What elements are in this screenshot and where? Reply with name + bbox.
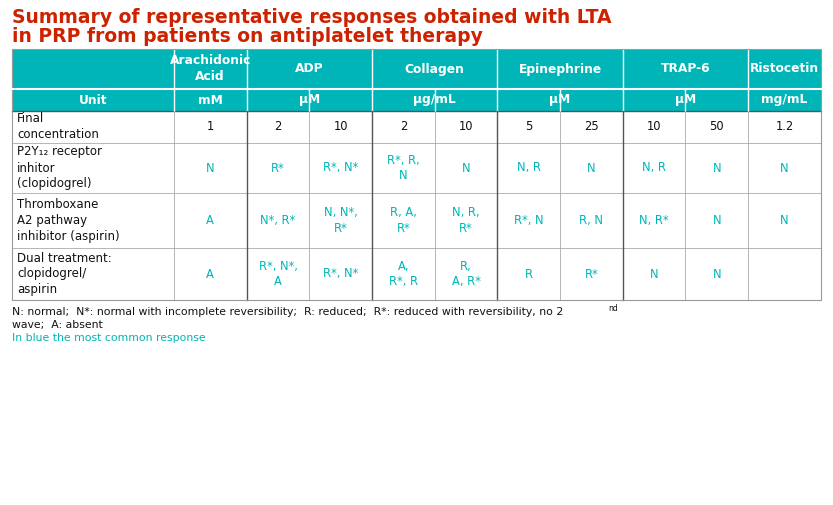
Text: 2: 2 <box>400 121 407 133</box>
Text: ADP: ADP <box>295 63 323 76</box>
Text: N: normal;  N*: normal with incomplete reversibility;  R: reduced;  R*: reduced : N: normal; N*: normal with incomplete re… <box>12 307 563 317</box>
Bar <box>12 143 821 193</box>
Text: 25: 25 <box>584 121 599 133</box>
Text: TRAP-6: TRAP-6 <box>661 63 711 76</box>
Bar <box>12 193 821 248</box>
Text: mM: mM <box>197 93 222 107</box>
Text: 1: 1 <box>207 121 214 133</box>
Text: 1.2: 1.2 <box>776 121 794 133</box>
Text: N: N <box>781 214 789 227</box>
Text: A,
R*, R: A, R*, R <box>389 260 418 288</box>
Text: N, N*,
R*: N, N*, R* <box>324 206 357 235</box>
Text: N: N <box>650 268 658 280</box>
Text: N, R: N, R <box>516 162 541 175</box>
Text: N: N <box>712 268 721 280</box>
Text: A: A <box>207 214 214 227</box>
Text: R, A,
R*: R, A, R* <box>390 206 416 235</box>
Text: Thromboxane
A2 pathway
inhibitor (aspirin): Thromboxane A2 pathway inhibitor (aspiri… <box>17 198 120 243</box>
Text: μM: μM <box>675 93 696 107</box>
Text: Unit: Unit <box>78 93 107 107</box>
Bar <box>12 111 821 143</box>
Text: Summary of representative responses obtained with LTA: Summary of representative responses obta… <box>12 8 611 27</box>
Bar <box>12 49 821 89</box>
Text: Dual treatment:
clopidogrel/
aspirin: Dual treatment: clopidogrel/ aspirin <box>17 251 112 296</box>
Text: Arachidonic
Acid: Arachidonic Acid <box>170 55 251 83</box>
Text: R*: R* <box>271 162 285 175</box>
Text: 10: 10 <box>333 121 348 133</box>
Text: In blue the most common response: In blue the most common response <box>12 333 206 343</box>
Text: N, R*: N, R* <box>640 214 669 227</box>
Text: R*, R,
N: R*, R, N <box>387 154 420 182</box>
Text: R: R <box>525 268 533 280</box>
Text: R*, N: R*, N <box>514 214 544 227</box>
Text: N, R: N, R <box>642 162 666 175</box>
Text: N: N <box>461 162 471 175</box>
Text: N*, R*: N*, R* <box>261 214 296 227</box>
Text: N, R,
R*: N, R, R* <box>452 206 480 235</box>
Text: N: N <box>712 214 721 227</box>
Text: μg/mL: μg/mL <box>413 93 456 107</box>
Bar <box>12 89 821 111</box>
Text: Final
concentration: Final concentration <box>17 113 99 141</box>
Text: N: N <box>781 162 789 175</box>
Text: N: N <box>206 162 215 175</box>
Text: 10: 10 <box>647 121 661 133</box>
Text: R*, N*: R*, N* <box>323 162 358 175</box>
Text: nd: nd <box>608 304 618 313</box>
Text: R,
A, R*: R, A, R* <box>451 260 481 288</box>
Text: R, N: R, N <box>580 214 603 227</box>
Text: 5: 5 <box>525 121 532 133</box>
Text: in PRP from patients on antiplatelet therapy: in PRP from patients on antiplatelet the… <box>12 27 483 46</box>
Bar <box>12 248 821 300</box>
Bar <box>12 49 821 300</box>
Text: P2Y₁₂ receptor
inhitor
(clopidogrel): P2Y₁₂ receptor inhitor (clopidogrel) <box>17 145 102 190</box>
Text: wave;  A: absent: wave; A: absent <box>12 320 102 330</box>
Text: N: N <box>712 162 721 175</box>
Text: R*, N*,
A: R*, N*, A <box>258 260 297 288</box>
Text: μM: μM <box>299 93 320 107</box>
Text: mg/mL: mg/mL <box>761 93 808 107</box>
Text: Ristocetin: Ristocetin <box>750 63 819 76</box>
Text: Collagen: Collagen <box>405 63 465 76</box>
Text: Epinephrine: Epinephrine <box>518 63 601 76</box>
Text: N: N <box>587 162 596 175</box>
Text: R*, N*: R*, N* <box>323 268 358 280</box>
Text: A: A <box>207 268 214 280</box>
Text: 2: 2 <box>274 121 282 133</box>
Text: 50: 50 <box>710 121 724 133</box>
Text: 10: 10 <box>459 121 473 133</box>
Text: R*: R* <box>585 268 598 280</box>
Text: μM: μM <box>550 93 571 107</box>
